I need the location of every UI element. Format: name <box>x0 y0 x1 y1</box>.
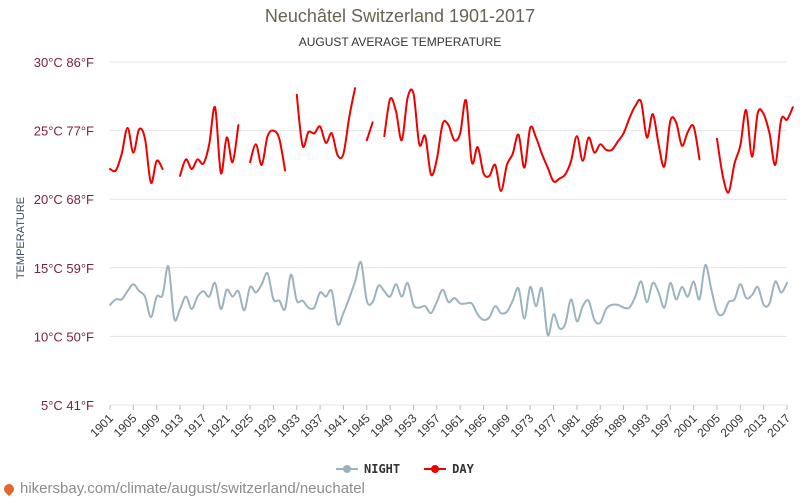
series-line-night <box>109 260 788 337</box>
legend: NIGHT DAY <box>336 462 474 476</box>
x-tick-label: 1917 <box>181 411 210 440</box>
night-swatch-icon <box>336 464 358 474</box>
y-tick-label: 30°C 86°F <box>34 55 94 70</box>
series-line-day <box>249 129 287 172</box>
day-swatch-icon <box>424 464 447 474</box>
y-tick-label: 10°C 50°F <box>34 329 94 344</box>
x-tick-label: 1905 <box>111 411 140 440</box>
legend-night-label: NIGHT <box>364 462 401 476</box>
x-tick-label: 1913 <box>157 411 186 440</box>
x-tick-label: 2009 <box>718 411 747 440</box>
x-tick-label: 1941 <box>321 411 350 440</box>
x-tick-label: 1945 <box>344 411 373 440</box>
series-line-day <box>109 126 164 184</box>
x-tick-label: 1965 <box>461 411 490 440</box>
y-tick-label: 5°C 41°F <box>41 398 94 413</box>
x-tick-label: 1953 <box>391 411 420 440</box>
footer[interactable]: hikersbay.com/climate/august/switzerland… <box>1 480 365 497</box>
x-tick-label: 1977 <box>531 411 560 440</box>
x-tick-label: 1989 <box>601 411 630 440</box>
legend-item-night[interactable]: NIGHT <box>336 462 400 476</box>
x-tick-label: 1921 <box>204 411 233 440</box>
legend-day-label: DAY <box>452 462 474 476</box>
x-tick-label: 2013 <box>741 411 770 440</box>
y-tick-label: 20°C 68°F <box>34 192 94 207</box>
x-tick-label: 1901 <box>87 411 116 440</box>
x-tick-label: 1929 <box>251 411 280 440</box>
y-tick-label: 15°C 59°F <box>34 261 94 276</box>
x-tick-label: 2001 <box>671 411 700 440</box>
series-line-day <box>383 88 701 192</box>
footer-link[interactable]: hikersbay.com/climate/august/switzerland… <box>20 480 365 497</box>
x-tick-label: 1933 <box>274 411 303 440</box>
x-tick-label: 1949 <box>367 411 396 440</box>
chart-title: Neuchâtel Switzerland 1901-2017 <box>264 6 536 26</box>
x-tick-label: 1969 <box>484 411 513 440</box>
series-line-day <box>716 106 794 194</box>
y-tick-label: 25°C 77°F <box>34 124 94 139</box>
x-tick-label: 1909 <box>134 411 163 440</box>
x-tick-label: 1985 <box>578 411 607 440</box>
x-tick-label: 1961 <box>438 411 467 440</box>
location-pin-icon <box>1 481 17 496</box>
series-line-day <box>179 106 240 177</box>
x-tick-label: 1957 <box>414 411 443 440</box>
x-tick-label: 1973 <box>508 411 537 440</box>
x-tick-label: 1925 <box>227 411 256 440</box>
series-line-day <box>295 87 357 160</box>
x-tick-label: 2017 <box>764 411 793 440</box>
legend-item-day[interactable]: DAY <box>424 462 474 476</box>
x-tick-label: 1937 <box>297 411 326 440</box>
chart-subtitle: AUGUST AVERAGE TEMPERATURE <box>298 35 502 49</box>
series-line-day <box>365 121 374 142</box>
x-tick-label: 2005 <box>694 411 723 440</box>
x-tick-label: 1997 <box>648 411 677 440</box>
x-tick-label: 1993 <box>624 411 653 440</box>
x-tick-label: 1981 <box>554 411 583 440</box>
